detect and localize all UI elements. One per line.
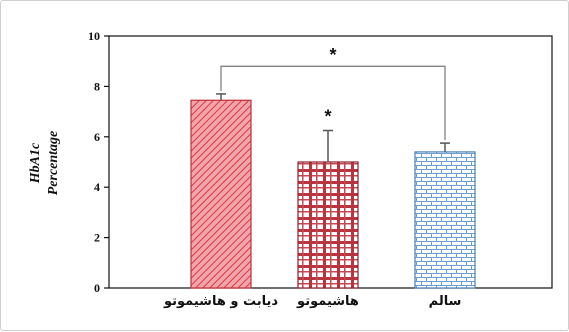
- error-bars: [216, 93, 450, 162]
- y-tick-label: 6: [94, 130, 100, 144]
- y-axis-title: HbA1c Percentage: [28, 131, 61, 196]
- annotations: **: [220, 45, 446, 141]
- y-tick-label: 8: [94, 79, 100, 93]
- y-tick-label: 4: [94, 180, 100, 194]
- category-label: هاشیموتو: [296, 294, 359, 309]
- bars: [190, 99, 476, 289]
- bar: [190, 99, 252, 289]
- bracket-star: *: [329, 45, 336, 65]
- y-tick-label: 2: [94, 231, 100, 245]
- significance-star: *: [324, 107, 331, 127]
- category-label: سالم: [429, 294, 462, 309]
- bar: [414, 151, 476, 289]
- bar: [297, 161, 359, 289]
- category-label: دیابت و هاشیموتو: [163, 294, 278, 309]
- x-axis-labels: دیابت و هاشیموتو هاشیموتو سالم: [163, 294, 461, 309]
- significance-bracket: [220, 65, 446, 141]
- y-axis-title-line2: Percentage: [46, 131, 61, 196]
- y-axis: 0 2 4 6 8 10: [88, 29, 109, 295]
- y-tick-label: 10: [88, 29, 100, 43]
- y-tick-label: 0: [94, 281, 100, 295]
- y-axis-title-line1: HbA1c: [28, 142, 43, 184]
